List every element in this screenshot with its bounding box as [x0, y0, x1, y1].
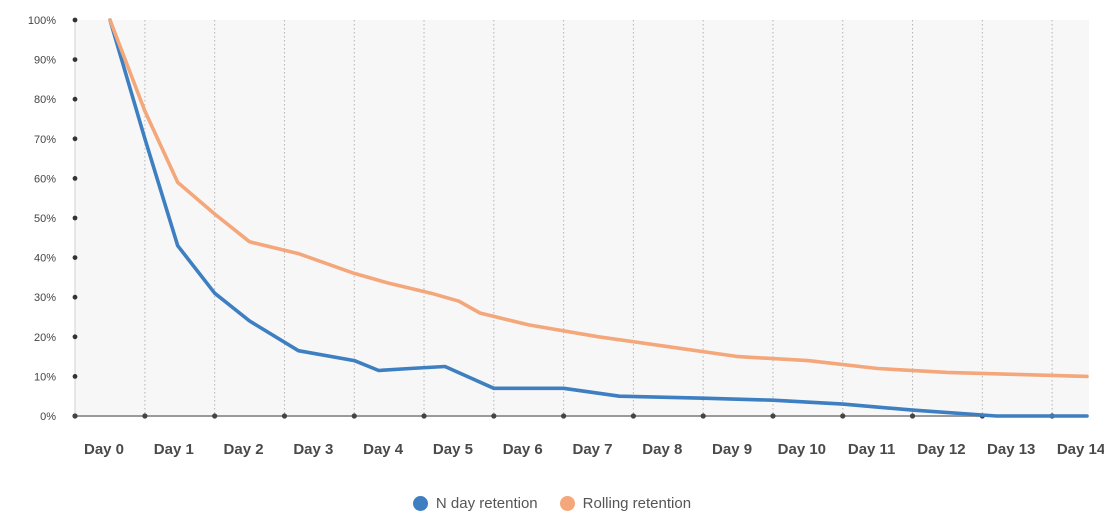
- y-tick-mark: [72, 255, 78, 260]
- x-tick-mark: [909, 413, 916, 419]
- y-tick-mark: [72, 17, 78, 23]
- y-tick-label: 50%: [34, 213, 56, 225]
- x-tick-label: Day 11: [848, 441, 896, 458]
- y-tick-label: 70%: [34, 134, 56, 146]
- y-tick-label: 0%: [40, 411, 56, 423]
- retention-chart: 0% 10% 20% 30% 40% 50% 60% 70% 80% 90% 100% Day 0 Da…: [28, 15, 1104, 458]
- y-tick-label: 90%: [34, 55, 56, 67]
- x-tick-label: Day 2: [224, 441, 264, 458]
- y-tick-label: 100%: [28, 15, 56, 27]
- series-line-n-day-retention: [108, 18, 1089, 418]
- x-tick-mark: [351, 413, 357, 419]
- x-tick-label: Day 7: [572, 441, 612, 458]
- y-tick-mark: [72, 374, 78, 379]
- x-tick-mark: [561, 413, 567, 419]
- x-tick-label: Day 9: [712, 441, 752, 458]
- x-tick-label: Day 6: [503, 441, 543, 458]
- legend-label-n-day: N day retention: [435, 494, 538, 512]
- x-tick-mark: [700, 413, 706, 419]
- plot-background: [75, 20, 1089, 416]
- legend-swatch-rolling: [559, 495, 575, 511]
- x-tick-mark: [212, 413, 218, 419]
- y-tick-mark: [72, 176, 78, 181]
- x-tick-label: Day 4: [363, 441, 404, 458]
- x-tick-mark: [281, 413, 288, 419]
- y-tick-mark: [72, 334, 78, 340]
- y-tick-mark: [72, 96, 78, 102]
- x-tick-label: Day 0: [84, 441, 124, 458]
- legend-item-rolling[interactable]: Rolling retention: [559, 494, 692, 512]
- x-tick-mark: [142, 413, 148, 419]
- legend-swatch-n-day: [412, 495, 428, 511]
- x-tick-label: Day 12: [917, 441, 965, 458]
- x-tick-label: Day 1: [154, 441, 194, 458]
- legend-item-n-day[interactable]: N day retention: [412, 494, 538, 512]
- tick-labels: 0% 10% 20% 30% 40% 50% 60% 70% 80% 90% 100% Day 0 Da…: [28, 15, 1104, 458]
- x-tick-mark: [840, 413, 846, 419]
- y-tick-mark: [72, 57, 78, 62]
- x-tick-mark: [630, 413, 636, 419]
- y-tick-mark: [72, 136, 78, 142]
- x-tick-label: Day 13: [987, 441, 1035, 458]
- y-tick-mark: [72, 294, 78, 300]
- x-tick-mark: [72, 413, 78, 419]
- series-line-rolling-retention: [108, 18, 1089, 379]
- x-tick-label: Day 5: [433, 441, 473, 458]
- y-tick-label: 40%: [34, 253, 56, 265]
- y-tick-label: 60%: [34, 173, 56, 185]
- axes: [72, 17, 1088, 419]
- x-tick-label: Day 3: [293, 441, 333, 458]
- y-tick-label: 10%: [34, 371, 56, 383]
- x-tick-label: Day 14: [1057, 441, 1104, 458]
- x-tick-mark: [770, 413, 776, 419]
- y-tick-label: 20%: [34, 332, 56, 344]
- legend-label-rolling: Rolling retention: [582, 494, 692, 512]
- x-tick-mark: [491, 413, 497, 419]
- y-tick-mark: [72, 215, 78, 221]
- y-tick-label: 30%: [34, 292, 56, 304]
- y-tick-label: 80%: [34, 94, 56, 106]
- x-tick-label: Day 10: [778, 441, 826, 458]
- legend: N day retention Rolling retention: [0, 490, 1104, 516]
- series-lines: [108, 18, 1089, 418]
- x-tick-mark: [421, 413, 427, 419]
- x-tick-label: Day 8: [642, 441, 682, 458]
